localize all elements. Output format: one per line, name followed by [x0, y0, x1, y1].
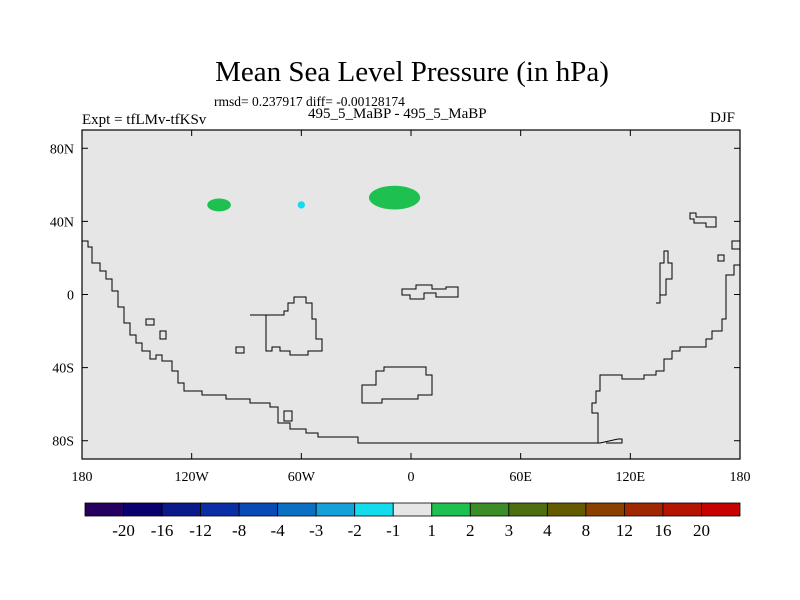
y-tick-label: 40N	[50, 215, 74, 230]
colorbar-label: 20	[693, 521, 710, 540]
colorbar-label: 8	[582, 521, 591, 540]
x-tick-label: 180	[730, 470, 751, 485]
colorbar-label: 16	[654, 521, 671, 540]
colorbar-label: 4	[543, 521, 552, 540]
x-tick-label: 120E	[616, 470, 646, 485]
antarctic-coast-outline	[591, 264, 740, 443]
colorbar-swatch	[200, 502, 240, 517]
stats-line: rmsd= 0.237917 diff= -0.00128174	[214, 94, 405, 109]
africa-outline	[250, 296, 323, 356]
small-island-b-outline	[159, 330, 167, 340]
central-blob-outline	[401, 284, 459, 300]
small-island-d-outline	[283, 410, 293, 422]
colorbar-swatch	[508, 502, 548, 517]
colorbar-swatch	[123, 502, 163, 517]
anomaly-north-america-positive	[207, 198, 231, 212]
colorbar-label: 3	[505, 521, 514, 540]
colorbar-swatch	[315, 502, 356, 517]
colorbar-swatch	[354, 502, 394, 517]
colorbar-swatch	[585, 502, 625, 517]
colorbar-label: 1	[428, 521, 437, 540]
x-tick-label: 180	[72, 470, 93, 485]
x-tick-label: 60E	[509, 470, 532, 485]
experiment-label: Expt = tfLMv-tfKSv	[82, 112, 207, 128]
colorbar-swatch	[392, 502, 433, 517]
colorbar-swatch	[701, 502, 741, 517]
chart-title: Mean Sea Level Pressure (in hPa)	[215, 56, 609, 88]
axis-tick-labels: 180 120W 60W 0 60E 120E 180 80N 40N 0 40S 80S	[50, 142, 751, 485]
colorbar-swatch	[431, 502, 471, 517]
y-tick-label: 40S	[52, 362, 74, 377]
island-arc-outline	[656, 250, 673, 304]
y-tick-label: 80N	[50, 142, 74, 157]
colorbar-label: -3	[309, 521, 323, 540]
anomaly-west-atlantic-negative	[297, 201, 305, 209]
x-tick-label: 60W	[288, 470, 316, 485]
island-small-east-outline	[717, 254, 725, 262]
colorbar-label: -4	[271, 521, 286, 540]
island-north-outline	[689, 212, 717, 228]
colorbar-swatch	[662, 502, 702, 517]
colorbar: -20 -16 -12 -8 -4 -3 -2 -1 1 2 3 4 8 12 16 20	[84, 502, 741, 540]
colorbar-swatch	[277, 502, 317, 517]
axis-ticks	[81, 130, 741, 459]
x-tick-label: 0	[408, 470, 415, 485]
y-tick-label: 80S	[52, 435, 74, 450]
colorbar-label: -8	[232, 521, 246, 540]
season-label: DJF	[710, 110, 736, 126]
south-america-outline	[82, 240, 623, 444]
anomaly-layer	[207, 185, 421, 212]
colorbar-label: -1	[386, 521, 400, 540]
center-subtitle: 495_5_MaBP - 495_5_MaBP	[308, 106, 487, 122]
colorbar-swatch	[238, 502, 279, 517]
colorbar-label: -12	[189, 521, 212, 540]
southern-block-outline	[361, 366, 433, 404]
colorbar-label: 12	[616, 521, 633, 540]
colorbar-swatch	[161, 502, 201, 517]
colorbar-label: -20	[112, 521, 135, 540]
continent-outlines	[82, 212, 741, 444]
colorbar-label: 2	[466, 521, 475, 540]
small-island-c-outline	[235, 346, 245, 354]
small-island-a-outline	[145, 318, 155, 326]
colorbar-swatch	[84, 502, 124, 517]
y-tick-label: 0	[67, 289, 74, 304]
colorbar-swatch	[624, 502, 664, 517]
colorbar-label: -16	[151, 521, 174, 540]
anomaly-north-atlantic-positive	[368, 185, 421, 210]
x-tick-label: 120W	[175, 470, 210, 485]
colorbar-swatch	[469, 502, 510, 517]
map-background	[82, 130, 740, 459]
colorbar-swatch	[546, 502, 587, 517]
colorbar-label: -2	[348, 521, 362, 540]
